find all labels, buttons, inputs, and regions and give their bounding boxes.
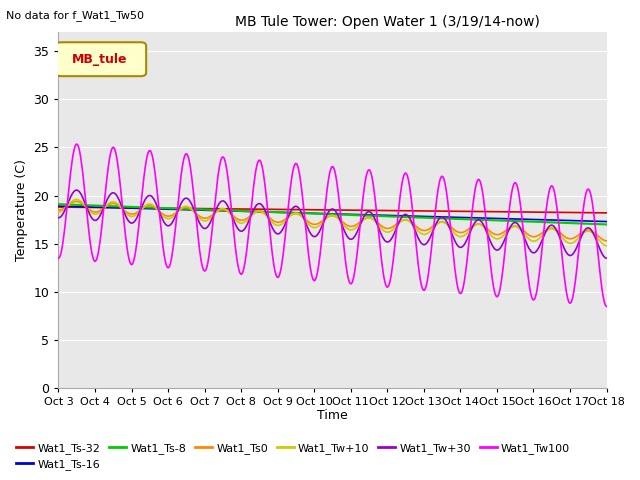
Line: Wat1_Tw+10: Wat1_Tw+10 [58, 200, 607, 246]
Text: No data for f_Wat1_Tw50: No data for f_Wat1_Tw50 [6, 11, 145, 22]
Wat1_Ts-16 [205, 207, 213, 213]
Wat1_Ts0 [416, 226, 424, 232]
Wat1_Ts-32 [177, 205, 184, 211]
Wat1_Tw+30 [416, 238, 424, 244]
Wat1_Tw100 [54, 255, 62, 261]
Wat1_Ts-8 [399, 214, 407, 220]
Wat1_Ts-8 [121, 204, 129, 209]
Wat1_Tw+10 [54, 209, 62, 215]
Wat1_Ts-32 [54, 204, 62, 210]
Wat1_Tw+30 [206, 220, 214, 226]
Wat1_Ts0 [177, 206, 185, 212]
Wat1_Ts0 [122, 208, 129, 214]
Wat1_Tw+30 [177, 200, 185, 206]
Wat1_Tw+10 [122, 210, 129, 216]
Wat1_Tw100 [73, 141, 81, 147]
Wat1_Ts-32 [121, 205, 129, 211]
Wat1_Ts-8 [177, 206, 184, 212]
Wat1_Ts-16 [603, 219, 611, 225]
Wat1_Ts-16 [399, 213, 407, 219]
Wat1_Tw+10 [65, 202, 72, 208]
Wat1_Ts-32 [603, 210, 611, 216]
Wat1_Tw100 [65, 191, 72, 196]
Wat1_Ts0 [65, 202, 72, 208]
Line: Wat1_Ts-32: Wat1_Ts-32 [58, 207, 607, 213]
Wat1_Ts-8 [415, 215, 423, 220]
Wat1_Tw+30 [603, 255, 611, 261]
Wat1_Tw+10 [416, 230, 424, 236]
Wat1_Ts-32 [415, 208, 423, 214]
Wat1_Tw100 [416, 274, 424, 279]
Wat1_Ts0 [206, 214, 214, 219]
Wat1_Ts-32 [399, 208, 407, 214]
Wat1_Tw+10 [400, 217, 408, 223]
Wat1_Ts0 [603, 238, 611, 244]
Text: MB_tule: MB_tule [72, 52, 127, 66]
Wat1_Ts-8 [65, 202, 72, 207]
Wat1_Ts0 [54, 207, 62, 213]
Wat1_Tw+10 [206, 216, 214, 221]
Wat1_Ts-32 [205, 206, 213, 212]
Wat1_Ts-16 [54, 203, 62, 209]
Wat1_Tw+30 [54, 215, 62, 221]
Wat1_Ts0 [400, 217, 408, 223]
Line: Wat1_Ts-16: Wat1_Ts-16 [58, 206, 607, 222]
Wat1_Ts-16 [65, 204, 72, 209]
Line: Wat1_Tw100: Wat1_Tw100 [58, 144, 607, 306]
Wat1_Tw+10 [177, 205, 185, 211]
Wat1_Tw+30 [65, 199, 72, 205]
Wat1_Ts-16 [121, 205, 129, 211]
Wat1_Ts-32 [65, 204, 72, 210]
X-axis label: Time: Time [317, 409, 348, 422]
Line: Wat1_Ts-8: Wat1_Ts-8 [58, 204, 607, 225]
Wat1_Tw+10 [603, 243, 611, 249]
Wat1_Tw+30 [400, 212, 408, 218]
Line: Wat1_Tw+30: Wat1_Tw+30 [58, 190, 607, 258]
Wat1_Tw100 [177, 172, 185, 178]
Y-axis label: Temperature (C): Temperature (C) [15, 159, 28, 261]
Wat1_Tw100 [400, 173, 408, 179]
Wat1_Tw+30 [122, 213, 129, 218]
Line: Wat1_Ts0: Wat1_Ts0 [58, 201, 607, 241]
FancyBboxPatch shape [56, 42, 146, 76]
Wat1_Tw+30 [73, 187, 81, 193]
Wat1_Ts-8 [603, 222, 611, 228]
Wat1_Ts-8 [205, 207, 213, 213]
Wat1_Tw+10 [73, 197, 81, 203]
Legend: Wat1_Ts-32, Wat1_Ts-16, Wat1_Ts-8, Wat1_Ts0, Wat1_Tw+10, Wat1_Tw+30, Wat1_Tw100: Wat1_Ts-32, Wat1_Ts-16, Wat1_Ts-8, Wat1_… [12, 438, 575, 474]
Wat1_Ts0 [72, 198, 80, 204]
Wat1_Ts-16 [177, 207, 184, 213]
Wat1_Tw100 [206, 244, 214, 250]
Wat1_Tw100 [122, 233, 129, 239]
Wat1_Tw100 [603, 303, 611, 309]
Title: MB Tule Tower: Open Water 1 (3/19/14-now): MB Tule Tower: Open Water 1 (3/19/14-now… [235, 15, 540, 29]
Wat1_Ts-16 [415, 214, 423, 219]
Wat1_Ts-8 [54, 201, 62, 207]
